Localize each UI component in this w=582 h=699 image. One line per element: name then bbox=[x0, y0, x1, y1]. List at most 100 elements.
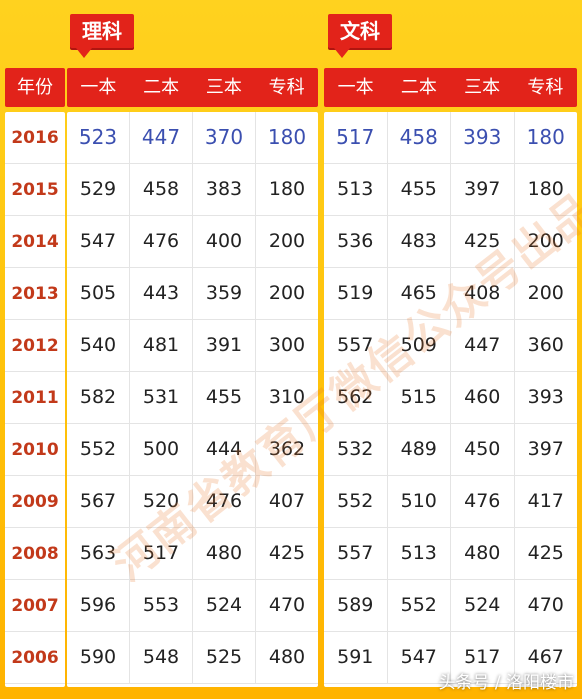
science-score-cell: 362 bbox=[255, 424, 318, 475]
science-score-cell: 370 bbox=[192, 112, 255, 163]
arts-score-cell: 513 bbox=[337, 178, 374, 200]
science-score-cell: 180 bbox=[255, 164, 318, 215]
year-cell: 2015 bbox=[5, 164, 65, 216]
science-score-cell: 476 bbox=[192, 476, 255, 527]
table-row: 596 553 524 470 bbox=[67, 580, 318, 632]
science-score-cell: 480 bbox=[192, 528, 255, 579]
arts-score-cell: 591 bbox=[337, 646, 374, 668]
table-row: 513 455 397 180 bbox=[324, 164, 577, 216]
year-cell: 2012 bbox=[5, 320, 65, 372]
arts-score-cell: 467 bbox=[513, 632, 578, 683]
science-score-cell: 310 bbox=[255, 372, 318, 423]
science-score-cell: 400 bbox=[192, 216, 255, 267]
science-col-header: 专科 bbox=[268, 77, 305, 98]
arts-score-cell: 552 bbox=[386, 580, 451, 631]
footer-credit: 头条号 / 洛阳楼市 bbox=[438, 673, 574, 693]
science-score-cell: 200 bbox=[255, 268, 318, 319]
arts-score-cell: 489 bbox=[386, 424, 451, 475]
year-cell: 2006 bbox=[5, 632, 65, 684]
arts-score-cell: 480 bbox=[450, 528, 514, 579]
arts-col-header: 三本 bbox=[464, 77, 501, 98]
year-cell: 2016 bbox=[5, 112, 65, 164]
science-score-cell: 524 bbox=[192, 580, 255, 631]
year-cell: 2014 bbox=[5, 216, 65, 268]
arts-tag: 文科 bbox=[328, 14, 392, 58]
arts-score-cell: 455 bbox=[386, 164, 451, 215]
arts-score-cell: 180 bbox=[513, 112, 578, 163]
arts-score-cell: 408 bbox=[450, 268, 514, 319]
science-score-cell: 425 bbox=[255, 528, 318, 579]
year-cell: 2009 bbox=[5, 476, 65, 528]
arts-score-cell: 510 bbox=[386, 476, 451, 527]
arts-score-cell: 536 bbox=[337, 230, 374, 252]
science-score-cell: 529 bbox=[79, 178, 117, 200]
table-row: 562 515 460 393 bbox=[324, 372, 577, 424]
arts-score-cell: 393 bbox=[450, 112, 514, 163]
science-score-cell: 447 bbox=[129, 112, 192, 163]
science-score-cell: 476 bbox=[129, 216, 192, 267]
science-score-cell: 359 bbox=[192, 268, 255, 319]
science-score-cell: 481 bbox=[129, 320, 192, 371]
table-row: 523 447 370 180 bbox=[67, 112, 318, 164]
arts-score-cell: 517 bbox=[336, 125, 375, 149]
arts-score-cell: 397 bbox=[513, 424, 578, 475]
table-row: 563 517 480 425 bbox=[67, 528, 318, 580]
science-score-cell: 200 bbox=[255, 216, 318, 267]
arts-score-cell: 547 bbox=[386, 632, 451, 683]
arts-score-cell: 465 bbox=[386, 268, 451, 319]
arts-score-cell: 458 bbox=[386, 112, 451, 163]
year-cell: 2008 bbox=[5, 528, 65, 580]
arts-score-cell: 589 bbox=[337, 594, 374, 616]
arts-score-table: 517 458 393 180 513 455 397 180 536 483 425 200 519 4… bbox=[324, 112, 577, 687]
year-column-header: 年份 bbox=[5, 68, 65, 107]
science-score-cell: 567 bbox=[79, 490, 117, 512]
year-cell: 2013 bbox=[5, 268, 65, 320]
table-row: 532 489 450 397 bbox=[324, 424, 577, 476]
table-row: 590 548 525 480 bbox=[67, 632, 318, 684]
science-score-cell: 563 bbox=[79, 542, 117, 564]
arts-score-cell: 180 bbox=[513, 164, 578, 215]
arts-score-cell: 200 bbox=[513, 268, 578, 319]
arts-score-cell: 532 bbox=[337, 438, 374, 460]
arts-score-cell: 425 bbox=[513, 528, 578, 579]
science-score-cell: 525 bbox=[192, 632, 255, 683]
science-score-cell: 517 bbox=[129, 528, 192, 579]
year-cell: 2010 bbox=[5, 424, 65, 476]
science-score-cell: 443 bbox=[129, 268, 192, 319]
table-row: 589 552 524 470 bbox=[324, 580, 577, 632]
science-column-headers: 一本 二本 三本 专科 bbox=[67, 68, 318, 107]
science-score-cell: 531 bbox=[129, 372, 192, 423]
table-row: 552 500 444 362 bbox=[67, 424, 318, 476]
table-row: 536 483 425 200 bbox=[324, 216, 577, 268]
science-score-cell: 590 bbox=[79, 646, 117, 668]
table-row: 557 509 447 360 bbox=[324, 320, 577, 372]
science-score-cell: 383 bbox=[192, 164, 255, 215]
arts-score-cell: 557 bbox=[337, 542, 374, 564]
arts-score-cell: 515 bbox=[386, 372, 451, 423]
arts-score-cell: 513 bbox=[386, 528, 451, 579]
table-row: 505 443 359 200 bbox=[67, 268, 318, 320]
table-row: 519 465 408 200 bbox=[324, 268, 577, 320]
arts-col-header: 二本 bbox=[400, 77, 437, 98]
science-score-cell: 458 bbox=[129, 164, 192, 215]
arts-score-cell: 470 bbox=[513, 580, 578, 631]
arts-score-cell: 393 bbox=[513, 372, 578, 423]
arts-score-cell: 483 bbox=[386, 216, 451, 267]
science-score-cell: 552 bbox=[79, 438, 117, 460]
science-score-cell: 455 bbox=[192, 372, 255, 423]
year-cell: 2011 bbox=[5, 372, 65, 424]
table-row: 547 476 400 200 bbox=[67, 216, 318, 268]
science-score-table: 523 447 370 180 529 458 383 180 547 476 400 200 505 4… bbox=[67, 112, 318, 687]
year-cell: 2007 bbox=[5, 580, 65, 632]
table-row: 557 513 480 425 bbox=[324, 528, 577, 580]
arts-score-cell: 450 bbox=[450, 424, 514, 475]
arts-col-header: 专科 bbox=[527, 77, 564, 98]
arts-score-cell: 562 bbox=[337, 386, 374, 408]
arts-column-headers: 一本 二本 三本 专科 bbox=[324, 68, 577, 107]
year-column: 2016 2015 2014 2013 2012 2011 2010 2009 2008 2007… bbox=[5, 112, 65, 687]
science-score-cell: 505 bbox=[79, 282, 117, 304]
science-score-cell: 407 bbox=[255, 476, 318, 527]
science-score-cell: 500 bbox=[129, 424, 192, 475]
arts-score-cell: 360 bbox=[513, 320, 578, 371]
science-score-cell: 548 bbox=[129, 632, 192, 683]
